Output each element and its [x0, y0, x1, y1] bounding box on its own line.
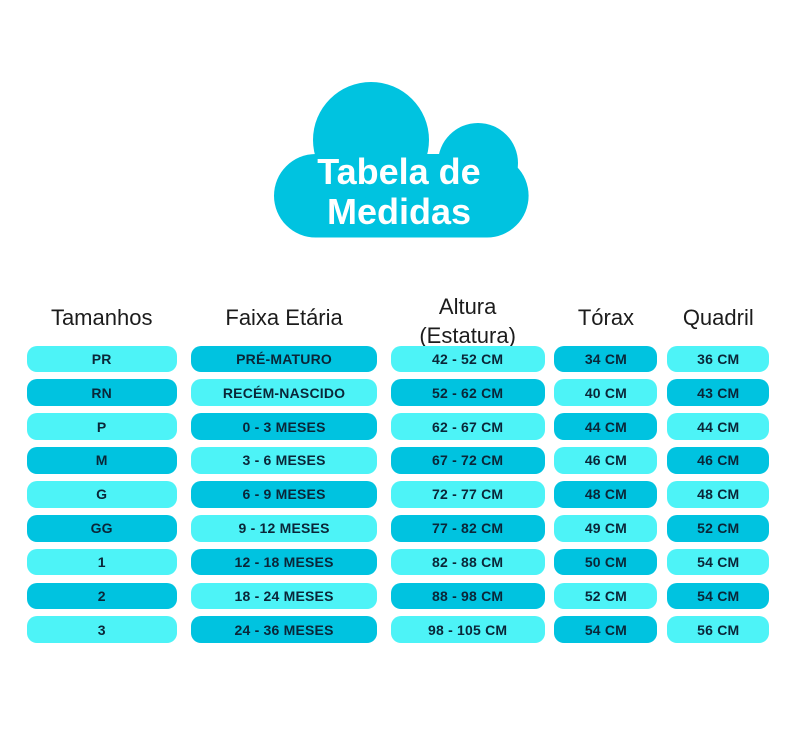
svg-text:Tabela de: Tabela de — [317, 151, 480, 192]
svg-text:Medidas: Medidas — [327, 191, 471, 232]
